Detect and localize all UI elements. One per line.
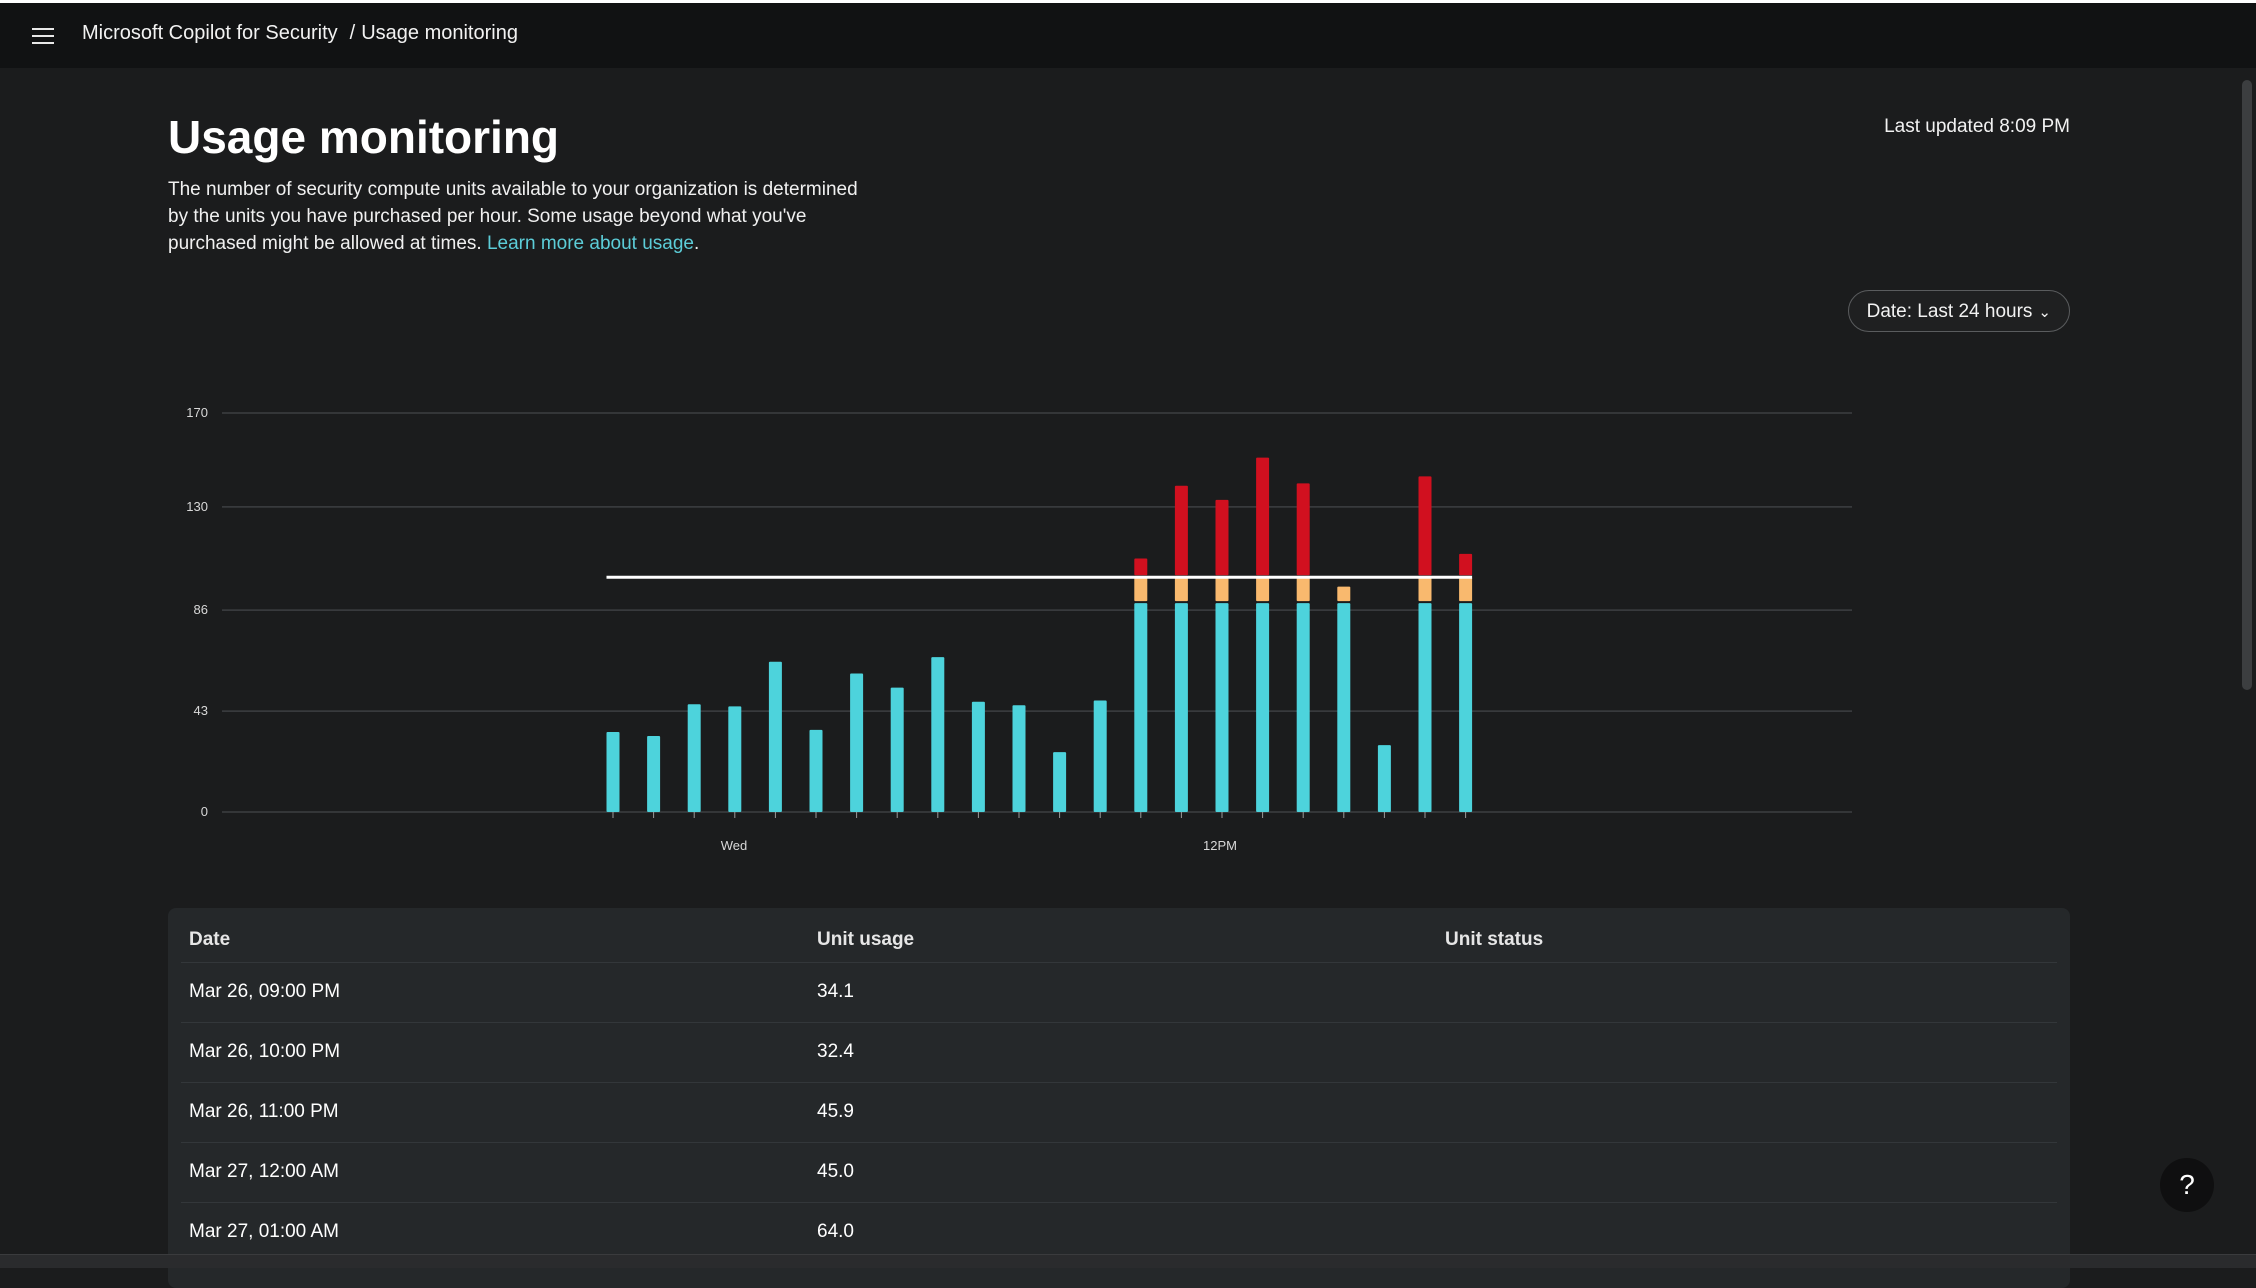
table-row: Mar 26, 10:00 PM 32.4 [181,1022,2057,1083]
bar-base[interactable] [931,657,945,812]
page-description: The number of security compute units ava… [168,176,868,257]
row-unit-usage: 64.0 [817,1221,854,1242]
bar-base[interactable] [1012,705,1026,812]
bar-overage[interactable] [1256,577,1270,602]
bar-base[interactable] [1093,700,1107,812]
date-filter-label: Date: Last 24 hours [1866,301,2033,322]
page-title: Usage monitoring [168,111,560,163]
date-filter-dropdown[interactable]: Date: Last 24 hours ⌄ [1847,290,2070,332]
bar-base[interactable] [1256,603,1270,812]
bar-base[interactable] [850,673,864,812]
bar-base[interactable] [971,701,985,812]
bar-overage[interactable] [1418,577,1432,602]
row-unit-usage: 32.4 [817,1041,854,1062]
bar-exceeded[interactable] [1459,553,1473,576]
breadcrumb-app-name[interactable]: Microsoft Copilot for Security [82,22,338,44]
bar-base[interactable] [1337,603,1351,812]
bar-base[interactable] [1418,603,1432,812]
bar-overage[interactable] [1134,577,1148,602]
os-taskbar [0,1254,2256,1268]
breadcrumb-current-page: Usage monitoring [361,22,518,44]
bar-overage[interactable] [1459,577,1473,602]
bar-base[interactable] [1174,603,1188,812]
bar-exceeded[interactable] [1256,457,1270,576]
bar-overage[interactable] [1215,577,1229,602]
last-updated-label: Last updated 8:09 PM [1884,116,2070,137]
description-text: The number of security compute units ava… [168,179,858,254]
main-content: Usage monitoring Last updated 8:09 PM Th… [0,68,2230,1288]
row-date: Mar 26, 10:00 PM [189,1041,341,1062]
bar-base[interactable] [647,735,661,812]
bar-base[interactable] [687,704,701,812]
x-tick-label: Wed [721,838,748,853]
table-header-row: Date Unit usage Unit status [181,908,2057,963]
column-header-date[interactable]: Date [189,929,231,950]
row-unit-usage: 45.9 [817,1101,854,1122]
y-tick-label: 86 [194,602,208,617]
breadcrumb: Microsoft Copilot for Security / Usage mon… [82,22,518,45]
chart-grid [222,412,1852,813]
scrollbar-thumb[interactable] [2242,80,2252,690]
bar-base[interactable] [1215,603,1229,812]
row-unit-usage: 34.1 [817,981,854,1002]
usage-table: Date Unit usage Unit status Mar 26, 09:0… [168,908,2070,1288]
row-date: Mar 27, 01:00 AM [189,1221,339,1242]
bar-base[interactable] [728,706,742,812]
bar-exceeded[interactable] [1418,476,1432,576]
y-tick-label: 43 [194,703,208,718]
row-date: Mar 27, 12:00 AM [189,1161,339,1182]
breadcrumb-separator: / [349,22,356,44]
bar-base[interactable] [1459,603,1473,812]
chart-axis-labels: 0 43 86 130 170 Wed 12PM [186,405,1467,853]
column-header-unit-usage[interactable]: Unit usage [817,929,915,950]
bar-overage[interactable] [1296,577,1310,602]
learn-more-link[interactable]: Learn more about usage [486,233,694,254]
bar-base[interactable] [768,661,782,812]
top-bar: Microsoft Copilot for Security / Usage mon… [0,0,2256,68]
bar-base[interactable] [890,687,904,812]
bar-overage[interactable] [1174,577,1188,602]
row-date: Mar 26, 09:00 PM [189,981,341,1002]
bar-exceeded[interactable] [1215,499,1229,576]
bar-base[interactable] [1134,603,1148,812]
table-row: Mar 26, 09:00 PM 34.1 [181,962,2057,1023]
chevron-down-icon: ⌄ [2038,304,2051,321]
usage-chart: 0 43 86 130 170 Wed 12PM [186,405,1852,853]
hamburger-menu-icon[interactable] [28,21,60,53]
bar-exceeded[interactable] [1296,483,1310,576]
bar-base[interactable] [809,729,823,812]
table-row: Mar 27, 12:00 AM 45.0 [181,1142,2057,1203]
bar-exceeded[interactable] [1174,485,1188,576]
table-row: Mar 26, 11:00 PM 45.9 [181,1082,2057,1143]
bar-base[interactable] [1377,745,1391,812]
x-tick-label: 12PM [1203,838,1237,853]
row-date: Mar 26, 11:00 PM [189,1101,339,1122]
bar-base[interactable] [1053,752,1067,812]
description-period: . [694,233,700,254]
column-header-unit-status[interactable]: Unit status [1445,929,1544,950]
page-scrollbar[interactable] [2238,80,2256,1190]
help-button[interactable]: ? [2160,1158,2214,1212]
y-tick-label: 130 [186,499,208,514]
bar-exceeded[interactable] [1134,558,1148,576]
bar-base[interactable] [606,731,620,812]
chart-bars [606,457,1473,812]
bar-base[interactable] [1296,603,1310,812]
y-tick-label: 170 [186,405,208,420]
bar-overage[interactable] [1337,586,1351,602]
row-unit-usage: 45.0 [817,1161,854,1182]
y-tick-label: 0 [201,804,208,819]
